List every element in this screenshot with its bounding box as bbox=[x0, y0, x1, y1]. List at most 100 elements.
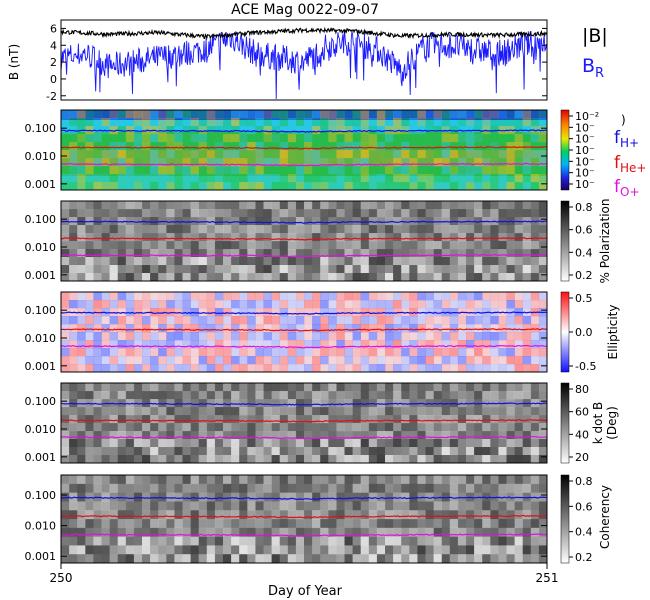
power-heatmap-cell bbox=[336, 182, 345, 191]
coh-heatmap-cell bbox=[506, 483, 515, 493]
coh-heatmap-cell bbox=[433, 510, 442, 520]
coh-heatmap-cell bbox=[239, 510, 248, 520]
power-heatmap-cell bbox=[166, 158, 175, 167]
pol-heatmap-cell bbox=[312, 225, 321, 234]
pol-heatmap-cell bbox=[206, 233, 216, 242]
pol-heatmap-cell bbox=[482, 265, 491, 274]
power-heatmap-cell bbox=[360, 174, 370, 183]
pol-heatmap-cell bbox=[312, 201, 321, 210]
power-heatmap-cell bbox=[109, 182, 118, 191]
ell-heatmap-cell bbox=[352, 364, 361, 373]
ell-heatmap-cell bbox=[69, 324, 78, 333]
pol-heatmap-cell bbox=[239, 225, 248, 234]
kdb-heatmap-cell bbox=[368, 447, 378, 456]
power-heatmap-cell bbox=[271, 134, 280, 143]
pol-heatmap-cell bbox=[166, 265, 175, 274]
ell-heatmap-cell bbox=[522, 332, 532, 341]
kdb-heatmap-cell bbox=[247, 455, 256, 464]
power-heatmap-cell bbox=[538, 142, 548, 151]
kdb-heatmap-cell bbox=[117, 383, 127, 392]
pol-heatmap-cell bbox=[263, 201, 272, 210]
pol-heatmap-cell bbox=[385, 201, 394, 210]
power-ytick-label: 0.001 bbox=[25, 178, 57, 191]
pol-heatmap-cell bbox=[441, 225, 451, 234]
power-heatmap-cell bbox=[352, 174, 361, 183]
ell-heatmap-cell bbox=[287, 308, 297, 317]
pol-heatmap-cell bbox=[425, 273, 434, 282]
coh-heatmap-cell bbox=[466, 536, 475, 546]
power-heatmap-cell bbox=[457, 174, 467, 183]
pol-heatmap-cell bbox=[352, 249, 361, 258]
ell-heatmap-cell bbox=[239, 292, 248, 301]
power-heatmap-cell bbox=[376, 158, 386, 167]
ell-heatmap-cell bbox=[182, 300, 191, 309]
pol-heatmap-cell bbox=[182, 241, 191, 250]
power-heatmap-cell bbox=[287, 158, 297, 167]
pol-heatmap-cell bbox=[239, 265, 248, 274]
power-heatmap-cell bbox=[385, 150, 394, 159]
coh-heatmap-cell bbox=[109, 492, 118, 502]
legend-fhe: fHe+ bbox=[614, 153, 646, 175]
power-heatmap-cell bbox=[336, 166, 345, 175]
ell-heatmap-cell bbox=[433, 340, 442, 349]
coh-heatmap-cell bbox=[93, 475, 102, 485]
pol-heatmap-cell bbox=[85, 233, 94, 242]
pol-heatmap-cell bbox=[247, 201, 256, 210]
coh-heatmap-cell bbox=[312, 536, 321, 546]
pol-heatmap-cell bbox=[360, 225, 370, 234]
power-heatmap-cell bbox=[474, 142, 483, 151]
pol-heatmap-cell bbox=[466, 201, 475, 210]
pol-heatmap-cell bbox=[328, 265, 337, 274]
coh-heatmap-cell bbox=[522, 527, 532, 537]
pol-heatmap-cell bbox=[239, 209, 248, 218]
power-heatmap-cell bbox=[336, 134, 345, 143]
kdb-heatmap-cell bbox=[287, 447, 297, 456]
power-heatmap-cell bbox=[61, 142, 70, 151]
pol-heatmap-cell bbox=[239, 233, 248, 242]
kdb-heatmap-cell bbox=[538, 423, 548, 432]
kdb-heatmap-cell bbox=[393, 423, 402, 432]
kdb-heatmap-cell bbox=[263, 431, 272, 440]
kdb-heatmap-cell bbox=[417, 415, 426, 424]
power-heatmap-cell bbox=[295, 134, 305, 143]
coh-heatmap-cell bbox=[93, 501, 102, 511]
coh-heatmap-cell bbox=[101, 554, 110, 564]
power-heatmap-cell bbox=[304, 174, 313, 183]
kdb-heatmap-cell bbox=[206, 423, 216, 432]
power-heatmap-cell bbox=[93, 182, 102, 191]
coh-curve-f-o- bbox=[60, 533, 547, 537]
kdb-heatmap-cell bbox=[174, 415, 183, 424]
coh-heatmap-cell bbox=[425, 501, 434, 511]
kdb-heatmap-cell bbox=[255, 423, 264, 432]
ion-legend: fH+ fHe+ fO+ bbox=[614, 128, 646, 199]
ell-heatmap-cell bbox=[77, 364, 86, 373]
power-heatmap-cell bbox=[441, 174, 451, 183]
kdb-heatmap-cell bbox=[368, 415, 378, 424]
kdb-heatmap-cell bbox=[150, 391, 159, 400]
ell-heatmap-cell bbox=[142, 348, 151, 357]
coh-heatmap-cell bbox=[449, 519, 459, 529]
kdb-heatmap-cell bbox=[231, 447, 240, 456]
coh-heatmap-cell bbox=[61, 527, 70, 537]
pol-heatmap-cell bbox=[409, 265, 418, 274]
ell-heatmap-cell bbox=[287, 332, 297, 341]
kdb-heatmap-cell bbox=[441, 383, 451, 392]
ell-heatmap-cell bbox=[150, 308, 159, 317]
coh-heatmap-cell bbox=[158, 483, 167, 493]
ell-colorbar-tick-label: -0.5 bbox=[575, 360, 596, 373]
ell-heatmap-cell bbox=[109, 324, 118, 333]
coh-heatmap-cell bbox=[279, 475, 289, 485]
kdb-heatmap-cell bbox=[344, 391, 353, 400]
kdb-heatmap-cell bbox=[449, 431, 459, 440]
pol-heatmap-cell bbox=[538, 249, 548, 258]
kdb-heatmap-cell bbox=[69, 407, 78, 416]
coh-heatmap-cell bbox=[474, 519, 483, 529]
power-heatmap-cell bbox=[231, 182, 240, 191]
coh-heatmap-cell bbox=[101, 501, 110, 511]
coh-heatmap-cell bbox=[482, 545, 491, 555]
kdb-heatmap-cell bbox=[312, 407, 321, 416]
pol-heatmap-cell bbox=[530, 241, 540, 250]
coh-heatmap-cell bbox=[530, 475, 540, 485]
pol-heatmap-cell bbox=[474, 265, 483, 274]
pol-heatmap-cell bbox=[255, 217, 264, 226]
